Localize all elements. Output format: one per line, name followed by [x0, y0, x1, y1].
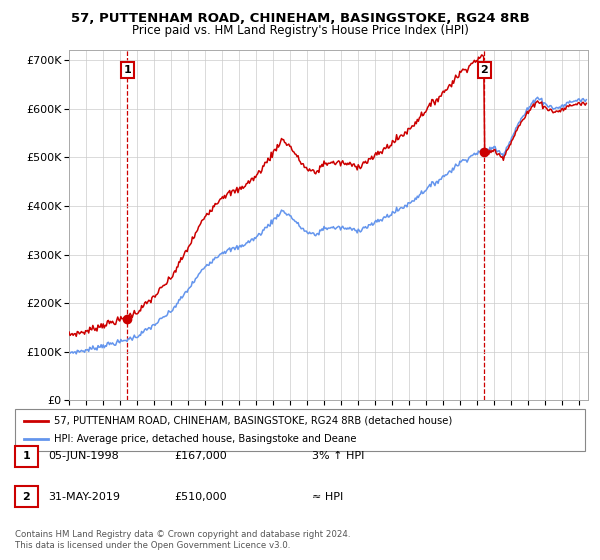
- Text: 31-MAY-2019: 31-MAY-2019: [48, 492, 120, 502]
- Text: 2: 2: [23, 492, 30, 502]
- Text: Contains HM Land Registry data © Crown copyright and database right 2024.: Contains HM Land Registry data © Crown c…: [15, 530, 350, 539]
- Text: £167,000: £167,000: [174, 451, 227, 461]
- Text: Price paid vs. HM Land Registry's House Price Index (HPI): Price paid vs. HM Land Registry's House …: [131, 24, 469, 36]
- Text: ≈ HPI: ≈ HPI: [312, 492, 343, 502]
- Text: HPI: Average price, detached house, Basingstoke and Deane: HPI: Average price, detached house, Basi…: [54, 434, 356, 444]
- Text: This data is licensed under the Open Government Licence v3.0.: This data is licensed under the Open Gov…: [15, 541, 290, 550]
- Text: 57, PUTTENHAM ROAD, CHINEHAM, BASINGSTOKE, RG24 8RB (detached house): 57, PUTTENHAM ROAD, CHINEHAM, BASINGSTOK…: [54, 416, 452, 426]
- Text: 2: 2: [481, 65, 488, 75]
- Text: £510,000: £510,000: [174, 492, 227, 502]
- Text: 1: 1: [23, 451, 30, 461]
- Text: 05-JUN-1998: 05-JUN-1998: [48, 451, 119, 461]
- Text: 57, PUTTENHAM ROAD, CHINEHAM, BASINGSTOKE, RG24 8RB: 57, PUTTENHAM ROAD, CHINEHAM, BASINGSTOK…: [71, 12, 529, 25]
- Text: 3% ↑ HPI: 3% ↑ HPI: [312, 451, 364, 461]
- Text: 1: 1: [124, 65, 131, 75]
